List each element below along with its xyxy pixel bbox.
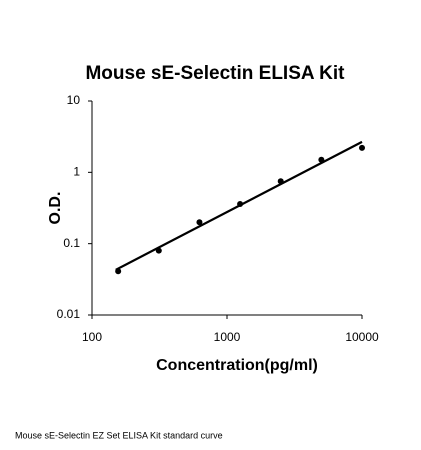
y-tick-label: 0.01 [57,307,81,321]
x-tick-label: 100 [82,330,102,344]
x-tick-label: 1000 [214,330,241,344]
data-point [359,144,365,151]
data-point [196,219,203,226]
x-tick-label: 10000 [345,330,379,344]
caption: Mouse sE-Selectin EZ Set ELISA Kit stand… [15,430,223,440]
chart-title: Mouse sE-Selectin ELISA Kit [85,63,345,84]
x-axis-label: Concentration(pg/ml) [156,357,318,374]
y-tick-label: 1 [73,165,80,179]
y-tick-label: 10 [67,93,81,107]
fit-line [115,140,363,271]
y-axis-label: O.D. [47,192,64,225]
y-tick-label: 0.1 [63,236,80,250]
